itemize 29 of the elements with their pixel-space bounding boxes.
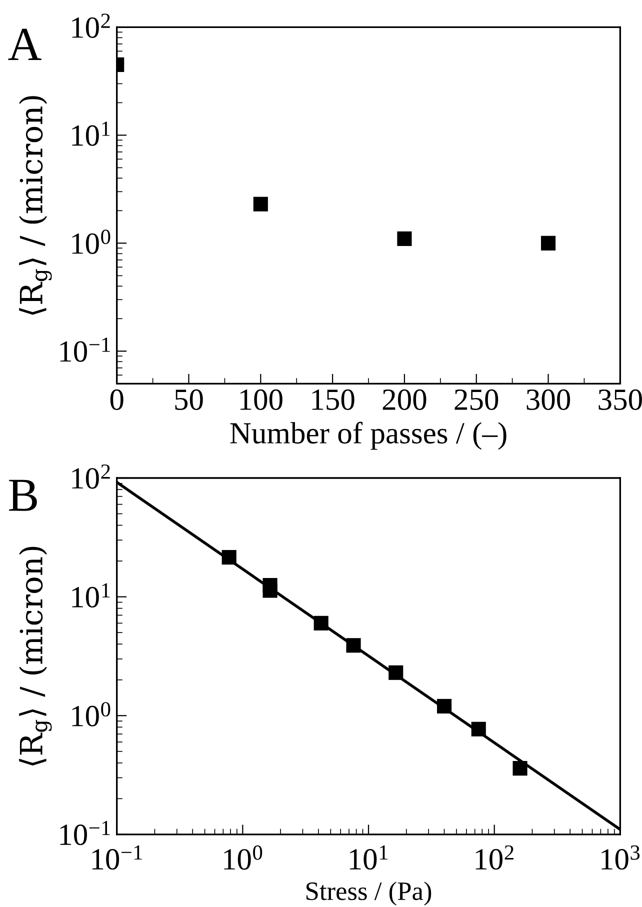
y-tick-label: 10$^{−1}$ — [60, 338, 110, 362]
x-tick-label: 300 — [526, 389, 570, 410]
y-tick-label: 10$^{2}$ — [72, 464, 110, 489]
point — [397, 231, 412, 246]
x-tick-label: 10$^{2}$ — [476, 845, 514, 870]
y-tick-label: 10$^{0}$ — [72, 230, 110, 254]
x-tick-label: 100 — [240, 389, 282, 410]
y-axis-title: ⟨R$_{g}$⟩ / (micron) — [19, 546, 52, 766]
x-tick-label: 10$^{1}$ — [350, 845, 388, 870]
x-tick-label: 10$^{3}$ — [602, 845, 640, 870]
chart-title: A — [8, 28, 42, 60]
y-tick-label: 10$^{2}$ — [72, 14, 110, 38]
point — [540, 236, 556, 250]
y-tick-label: 10$^{1}$ — [72, 583, 110, 608]
y-axis-title: ⟨R$_{g}$⟩ / (micron) — [19, 96, 52, 315]
x-tick-label: 10$^{0}$ — [224, 845, 262, 870]
x-tick-label: 200 — [382, 389, 426, 410]
x-axis-title: Stress / (Pa) — [306, 882, 432, 906]
x-tick-label: 350 — [598, 389, 642, 410]
x-tick-label: 10$^{−1}$ — [92, 845, 142, 870]
chart-title: B — [9, 480, 37, 511]
x-axis-title: Number of passes / (–) — [230, 422, 506, 450]
y-tick-label: 10$^{1}$ — [72, 122, 110, 146]
x-tick-label: 150 — [312, 389, 354, 410]
x-tick-label: 0 — [110, 389, 124, 410]
y-tick-label: 10$^{−1}$ — [60, 820, 110, 846]
x-tick-label: 250 — [454, 389, 498, 410]
x-tick-label: 50 — [175, 389, 203, 410]
y-tick-label: 10$^{0}$ — [72, 702, 110, 726]
